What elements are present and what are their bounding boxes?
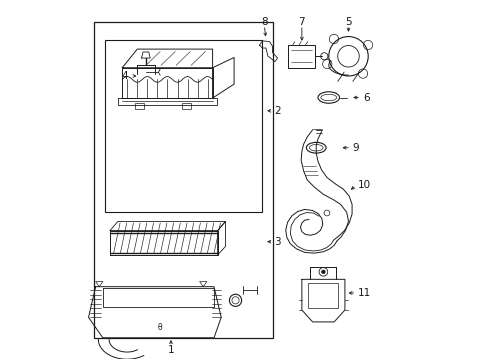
Text: 5: 5 bbox=[345, 17, 351, 27]
Text: 9: 9 bbox=[351, 143, 358, 153]
Text: θ: θ bbox=[158, 323, 162, 332]
Circle shape bbox=[321, 270, 325, 274]
Text: 7: 7 bbox=[298, 17, 305, 27]
Bar bbox=[135, 103, 144, 109]
Bar bbox=[308, 283, 338, 308]
Bar bbox=[288, 45, 315, 68]
Text: 10: 10 bbox=[357, 180, 370, 190]
Text: 3: 3 bbox=[274, 237, 280, 247]
Text: 4: 4 bbox=[121, 71, 128, 81]
Text: 6: 6 bbox=[362, 93, 369, 103]
Text: 11: 11 bbox=[357, 288, 370, 298]
Bar bbox=[104, 40, 262, 212]
Bar bbox=[94, 22, 273, 338]
Bar bbox=[182, 103, 191, 109]
Text: 1: 1 bbox=[167, 345, 174, 355]
Text: 2: 2 bbox=[274, 106, 280, 116]
Text: 8: 8 bbox=[261, 17, 267, 27]
